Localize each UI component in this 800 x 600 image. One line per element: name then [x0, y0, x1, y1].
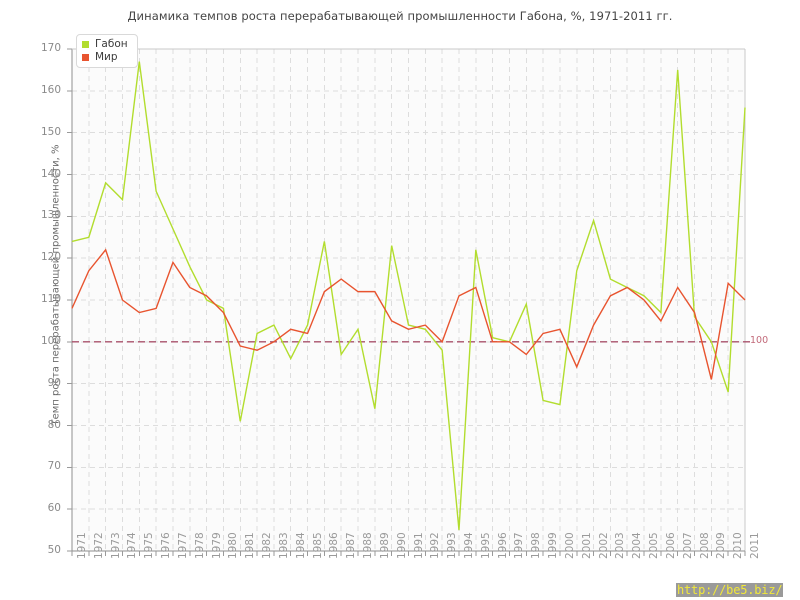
y-tick-label: 150: [40, 125, 61, 138]
x-tick-label: 1991: [412, 532, 425, 559]
x-tick-label: 1989: [378, 532, 391, 559]
x-tick-label: 1978: [193, 532, 206, 559]
legend-label-gabon: Габон: [95, 38, 128, 50]
y-tick-label: 130: [40, 209, 61, 222]
x-tick-label: 2002: [597, 532, 610, 559]
y-tick-label: 170: [40, 42, 61, 54]
x-tick-label: 1980: [227, 532, 240, 559]
y-tick-label: 80: [47, 418, 61, 431]
x-tick-label: 1973: [109, 532, 122, 559]
x-tick-label: 1998: [530, 532, 543, 559]
watermark: http://be5.biz/: [676, 583, 784, 597]
x-tick-label: 1987: [345, 532, 358, 559]
y-tick-label: 60: [47, 502, 61, 515]
x-tick-label: 1979: [210, 532, 223, 559]
x-tick-label: 2010: [732, 532, 745, 559]
y-tick-label: 50: [47, 544, 61, 556]
x-tick-label: 2011: [749, 532, 761, 559]
x-tick-label: 2005: [648, 532, 661, 559]
x-tick-label: 1994: [462, 532, 475, 559]
x-tick-label: 1982: [261, 532, 274, 559]
legend-item-gabon[interactable]: Габон: [82, 38, 128, 51]
x-tick-label: 2009: [715, 532, 728, 559]
x-tick-label: 1999: [547, 532, 560, 559]
y-tick-label: 140: [40, 167, 61, 180]
x-tick-label: 1975: [143, 532, 156, 559]
legend-swatch-world: [82, 54, 89, 61]
x-tick-label: 1976: [160, 532, 173, 559]
legend-item-world[interactable]: Мир: [82, 51, 128, 64]
y-tick-label: 70: [47, 460, 61, 473]
x-tick-label: 1995: [479, 532, 492, 559]
y-tick-label: 90: [47, 376, 61, 389]
x-tick-label: 2004: [631, 532, 644, 559]
y-tick-label: 100: [40, 334, 61, 347]
x-tick-label: 1981: [244, 532, 257, 559]
y-tick-label: 160: [40, 83, 61, 96]
x-tick-label: 1977: [176, 532, 189, 559]
x-tick-label: 1986: [328, 532, 341, 559]
x-tick-label: 2008: [698, 532, 711, 559]
chart-legend: Габон Мир: [76, 34, 138, 68]
x-tick-label: 1984: [294, 532, 307, 559]
x-tick-label: 1996: [496, 532, 509, 559]
x-tick-label: 1985: [311, 532, 324, 559]
y-tick-label: 110: [40, 293, 61, 305]
legend-swatch-gabon: [82, 41, 89, 48]
chart-title: Динамика темпов роста перерабатывающей п…: [127, 9, 673, 23]
x-tick-label: 2007: [681, 532, 694, 559]
x-tick-label: 1997: [513, 532, 526, 559]
x-tick-label: 1974: [126, 532, 139, 559]
x-tick-label: 1971: [76, 532, 88, 559]
x-tick-label: 1972: [92, 532, 105, 559]
x-tick-label: 1990: [395, 532, 408, 559]
x-tick-label: 1993: [446, 532, 459, 559]
y-tick-label: 120: [40, 251, 61, 264]
x-tick-label: 1983: [277, 532, 290, 559]
x-tick-label: 2000: [563, 532, 576, 559]
x-tick-label: 1992: [429, 532, 442, 559]
x-tick-label: 2003: [614, 532, 627, 559]
x-tick-label: 2006: [664, 532, 677, 559]
reference-line-label: 100: [750, 335, 769, 346]
x-tick-label: 2001: [580, 532, 593, 559]
x-tick-label: 1988: [362, 532, 375, 559]
legend-label-world: Мир: [95, 51, 118, 63]
